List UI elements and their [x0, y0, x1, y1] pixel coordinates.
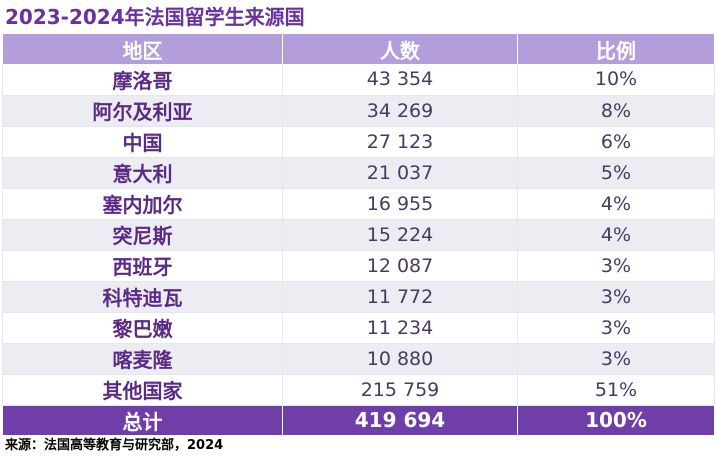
table-row: 摩洛哥 43 354 10%	[2, 64, 715, 96]
count-cell: 34 269	[282, 95, 518, 127]
table-row: 阿尔及利亚 34 269 8%	[2, 95, 715, 127]
table-row: 黎巴嫩 11 234 3%	[2, 312, 715, 344]
table-row: 西班牙 12 087 3%	[2, 250, 715, 282]
table-row: 塞内加尔 16 955 4%	[2, 188, 715, 220]
region-cell: 喀麦隆	[2, 343, 283, 375]
header-ratio: 比例	[517, 34, 715, 64]
count-cell: 11 772	[282, 281, 518, 313]
ratio-cell: 3%	[517, 250, 715, 282]
count-cell: 215 759	[282, 374, 518, 406]
count-cell: 11 234	[282, 312, 518, 344]
ratio-cell: 3%	[517, 312, 715, 344]
count-cell: 12 087	[282, 250, 518, 282]
total-label: 总计	[2, 405, 283, 435]
count-cell: 43 354	[282, 64, 518, 96]
table-title: 2023-2024年法国留学生来源国	[5, 5, 305, 29]
table-row: 突尼斯 15 224 4%	[2, 219, 715, 251]
data-table-wrapper: 地区 人数 比例 摩洛哥 43 354 10% 阿尔及利亚 34 269 8% …	[2, 34, 715, 435]
region-cell: 突尼斯	[2, 219, 283, 251]
total-row: 总计 419 694 100%	[2, 405, 715, 435]
table-row: 科特迪瓦 11 772 3%	[2, 281, 715, 313]
ratio-cell: 8%	[517, 95, 715, 127]
table-row: 中国 27 123 6%	[2, 126, 715, 158]
count-cell: 16 955	[282, 188, 518, 220]
ratio-cell: 10%	[517, 64, 715, 96]
table-row: 意大利 21 037 5%	[2, 157, 715, 189]
region-cell: 摩洛哥	[2, 64, 283, 96]
region-cell: 科特迪瓦	[2, 281, 283, 313]
ratio-cell: 3%	[517, 343, 715, 375]
ratio-cell: 51%	[517, 374, 715, 406]
region-cell: 其他国家	[2, 374, 283, 406]
ratio-cell: 4%	[517, 219, 715, 251]
ratio-cell: 5%	[517, 157, 715, 189]
table-row: 喀麦隆 10 880 3%	[2, 343, 715, 375]
total-count: 419 694	[282, 405, 518, 435]
table-row: 其他国家 215 759 51%	[2, 374, 715, 406]
region-cell: 西班牙	[2, 250, 283, 282]
region-cell: 意大利	[2, 157, 283, 189]
ratio-cell: 3%	[517, 281, 715, 313]
count-cell: 27 123	[282, 126, 518, 158]
ratio-cell: 4%	[517, 188, 715, 220]
total-ratio: 100%	[517, 405, 715, 435]
student-origin-table: 地区 人数 比例 摩洛哥 43 354 10% 阿尔及利亚 34 269 8% …	[2, 34, 715, 435]
count-cell: 10 880	[282, 343, 518, 375]
ratio-cell: 6%	[517, 126, 715, 158]
region-cell: 阿尔及利亚	[2, 95, 283, 127]
count-cell: 15 224	[282, 219, 518, 251]
header-region: 地区	[2, 34, 283, 64]
region-cell: 中国	[2, 126, 283, 158]
region-cell: 塞内加尔	[2, 188, 283, 220]
count-cell: 21 037	[282, 157, 518, 189]
region-cell: 黎巴嫩	[2, 312, 283, 344]
source-note: 来源：法国高等教育与研究部，2024	[5, 438, 224, 453]
header-count: 人数	[282, 34, 518, 64]
header-row: 地区 人数 比例	[2, 34, 715, 64]
